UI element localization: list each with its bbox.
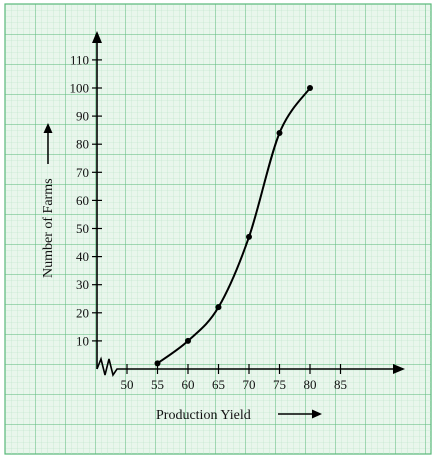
y-axis-arrowhead: [92, 31, 102, 43]
graph-paper-grid: [5, 4, 431, 454]
x-axis-title: Production Yield: [156, 408, 251, 423]
y-tick-label: 60: [76, 193, 89, 208]
x-tick-label: 70: [243, 377, 256, 392]
y-tick-label: 40: [76, 249, 89, 264]
ticks: 50 55 60 65 70 75 80 85 10 20 30 40 50 60 70 80 90 100 110: [70, 52, 348, 392]
x-tick-label: 85: [334, 377, 347, 392]
y-tick-label: 30: [76, 277, 89, 292]
y-axis-title: Number of Farms: [41, 178, 56, 278]
x-tick-label: 65: [212, 377, 225, 392]
y-tick-label: 110: [70, 52, 89, 67]
series-layer: [154, 85, 313, 367]
y-axis-title-arrowhead: [43, 123, 53, 133]
data-point: [185, 337, 191, 344]
x-tick-label: 60: [182, 377, 195, 392]
x-axis-arrowhead: [393, 364, 405, 374]
x-tick-label: 55: [151, 377, 164, 392]
x-axis-title-group: Production Yield: [156, 408, 322, 423]
y-tick-label: 90: [76, 109, 89, 124]
y-tick-label: 20: [76, 305, 89, 320]
data-point: [276, 129, 283, 136]
y-tick-label: 70: [76, 165, 89, 180]
y-tick-label: 100: [70, 81, 90, 96]
x-tick-label: 75: [273, 377, 286, 392]
data-point: [154, 360, 161, 367]
y-tick-label: 50: [76, 221, 89, 236]
data-point: [246, 233, 252, 240]
data-point: [215, 304, 222, 311]
y-axis-title-group: Number of Farms: [41, 123, 56, 278]
y-tick-label: 80: [76, 137, 89, 152]
x-tick-label: 80: [304, 377, 317, 392]
data-point: [307, 85, 313, 91]
x-tick-label: 50: [121, 377, 134, 392]
axes: [92, 31, 405, 377]
x-axis-title-arrowhead: [312, 409, 322, 419]
x-axis-line: [96, 356, 396, 377]
y-tick-label: 10: [76, 333, 89, 348]
